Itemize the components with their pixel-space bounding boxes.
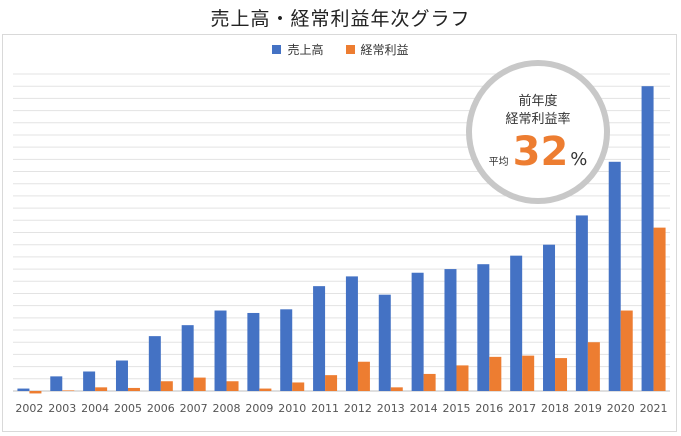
bar-sales-2006 [148, 336, 161, 391]
x-tick-label: 2010 [278, 402, 306, 415]
x-tick-label: 2014 [410, 402, 438, 415]
x-tick-label: 2007 [180, 402, 208, 415]
bar-profit-2013 [390, 387, 403, 391]
badge-value: 32 [512, 129, 569, 175]
x-tick-label: 2008 [213, 402, 241, 415]
legend-swatch-sales [272, 44, 282, 54]
bar-profit-2021 [653, 227, 666, 391]
bar-profit-2008 [226, 381, 239, 391]
x-tick-label: 2004 [81, 402, 109, 415]
chart-frame [2, 34, 677, 432]
bar-sales-2009 [247, 312, 260, 391]
x-tick-label: 2018 [541, 402, 569, 415]
bar-sales-2014 [411, 272, 424, 391]
bar-sales-2005 [115, 360, 128, 391]
badge-line1: 前年度 [518, 94, 558, 109]
badge-value-row: 平均 32 % [472, 130, 604, 174]
legend-item-profit: 経常利益 [345, 41, 409, 58]
average-margin-badge: 前年度 経常利益率 平均 32 % [466, 60, 610, 204]
x-tick-label: 2016 [475, 402, 503, 415]
x-tick-label: 2013 [377, 402, 405, 415]
bar-profit-2003 [62, 390, 75, 391]
bar-sales-2013 [378, 294, 391, 391]
bar-profit-2006 [160, 381, 173, 391]
bar-sales-2010 [280, 309, 293, 391]
x-tick-label: 2020 [607, 402, 635, 415]
bar-sales-2021 [641, 86, 654, 391]
bar-sales-2016 [477, 264, 490, 391]
x-tick-label: 2003 [48, 402, 76, 415]
bar-sales-2019 [575, 215, 588, 391]
x-tick-label: 2015 [442, 402, 470, 415]
bar-sales-2015 [444, 269, 457, 391]
x-tick-label: 2005 [114, 402, 142, 415]
bar-sales-2002 [17, 388, 30, 391]
x-tick-label: 2019 [574, 402, 602, 415]
bar-profit-2017 [522, 355, 535, 391]
bar-profit-2004 [95, 387, 108, 391]
bar-profit-2011 [325, 375, 338, 391]
bar-profit-2005 [127, 387, 140, 391]
bar-sales-2012 [345, 276, 358, 391]
bar-sales-2004 [83, 371, 96, 391]
bar-sales-2018 [543, 244, 556, 391]
bar-profit-2010 [292, 382, 305, 391]
x-tick-label: 2011 [311, 402, 339, 415]
bar-profit-2007 [193, 377, 206, 391]
legend-swatch-profit [345, 44, 355, 54]
badge-line2: 経常利益率 [505, 112, 571, 127]
legend-label-sales: 売上高 [287, 42, 324, 57]
bar-profit-2009 [259, 388, 272, 391]
bar-profit-2019 [587, 342, 600, 391]
bar-profit-2002 [29, 391, 42, 394]
x-tick-label: 2006 [147, 402, 175, 415]
bar-sales-2007 [181, 325, 194, 391]
bar-sales-2008 [214, 310, 227, 391]
chart-title: 売上高・経常利益年次グラフ [210, 8, 471, 30]
bar-profit-2016 [489, 356, 502, 391]
bar-sales-2011 [313, 286, 326, 391]
bar-profit-2015 [456, 365, 469, 391]
legend: 売上高 経常利益 [0, 40, 681, 58]
bar-profit-2020 [620, 310, 633, 391]
bar-sales-2003 [50, 376, 63, 391]
bar-sales-2020 [608, 161, 621, 391]
legend-label-profit: 経常利益 [360, 42, 409, 57]
x-tick-label: 2017 [508, 402, 536, 415]
x-tick-label: 2002 [15, 402, 43, 415]
bar-profit-2018 [555, 358, 568, 391]
badge-prefix: 平均 [488, 157, 509, 168]
x-tick-label: 2021 [640, 402, 668, 415]
x-tick-label: 2012 [344, 402, 372, 415]
bar-profit-2012 [357, 361, 370, 391]
bar-sales-2017 [510, 255, 523, 391]
bar-profit-2014 [423, 373, 436, 391]
x-tick-label: 2009 [245, 402, 273, 415]
badge-unit: % [570, 149, 588, 170]
legend-item-sales: 売上高 [272, 41, 324, 58]
